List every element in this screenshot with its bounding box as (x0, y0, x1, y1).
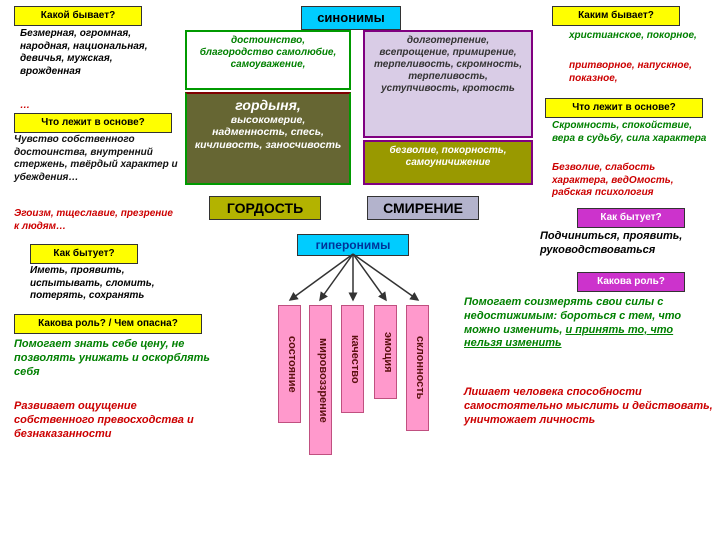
left-kinds-text: Безмерная, огромная, народная, националь… (20, 28, 170, 78)
gordynya-title: гордыня, (193, 97, 343, 114)
gordost-syn-bottom: гордыня, высокомерие, надменность, спесь… (185, 92, 351, 185)
left-basis-red: Эгоизм, тщеславие, презрение к людям… (14, 208, 179, 233)
heading-kinds-right: Каким бывает? (552, 6, 680, 26)
heading-how-left: Как бытует? (30, 244, 138, 264)
smirenie-top-text: долготерпение, всепрощение, примирение, … (374, 35, 522, 94)
heading-role-right: Какова роль? (577, 272, 685, 292)
smirenie-syn-top: долготерпение, всепрощение, примирение, … (363, 30, 533, 138)
smirenie-label: СМИРЕНИЕ (367, 196, 479, 220)
hyper-kachestvo: качество (341, 305, 364, 413)
heading-basis-left: Что лежит в основе? (14, 113, 172, 133)
heading-kinds-left: Какой бывает? (14, 6, 142, 26)
gordost-syn-top-text: достоинство, благородство самолюбие, сам… (200, 35, 337, 70)
right-role-red: Лишает человека способности самостоятель… (464, 386, 714, 427)
hyper-mirovozzrenie: мировоззрение (309, 305, 332, 455)
right-kinds-green: христианское, покорное, (569, 30, 709, 43)
right-kinds-red: притворное, напускное, показное, (569, 60, 719, 85)
right-role-green: Помогает соизмерять свои силы с недостиж… (464, 296, 714, 351)
hyper-sostoyanie: состояние (278, 305, 301, 423)
heading-synonyms: синонимы (301, 6, 401, 30)
syn-label: синонимы (317, 10, 385, 25)
left-how-text: Иметь, проявить, испытывать, сломить, по… (30, 265, 190, 303)
right-how-text: Подчиниться, проявить, руководствоваться (540, 230, 715, 258)
heading-role-left: Какова роль? / Чем опасна? (14, 314, 202, 334)
hyper-emotsiya: эмоция (374, 305, 397, 399)
left-basis-text: Чувство собственного достоинства, внутре… (14, 134, 179, 184)
gordynya-rest: высокомерие, надменность, спесь, кичливо… (193, 114, 343, 152)
heading-basis-right: Что лежит в основе? (545, 98, 703, 118)
hyperonyms-label: гиперонимы (297, 234, 409, 256)
gordost-label: ГОРДОСТЬ (209, 196, 321, 220)
left-kinds-ellipsis: … (20, 100, 30, 113)
left-role-red: Развивает ощущение собственного превосхо… (14, 400, 204, 441)
smirenie-bot-text: безволие, покорность, самоуничижение (389, 145, 506, 168)
hyper-sklonnost: склонность (406, 305, 429, 431)
heading-how-right: Как бытует? (577, 208, 685, 228)
right-basis-green: Скромность, спокойствие, вера в судьбу, … (552, 120, 712, 145)
left-role-green: Помогает знать себе цену, не позволять у… (14, 338, 214, 379)
smirenie-syn-bottom: безволие, покорность, самоуничижение (363, 140, 533, 185)
gordost-syn-top: достоинство, благородство самолюбие, сам… (185, 30, 351, 90)
right-basis-red: Безволие, слабость характера, ведОмость,… (552, 162, 714, 200)
